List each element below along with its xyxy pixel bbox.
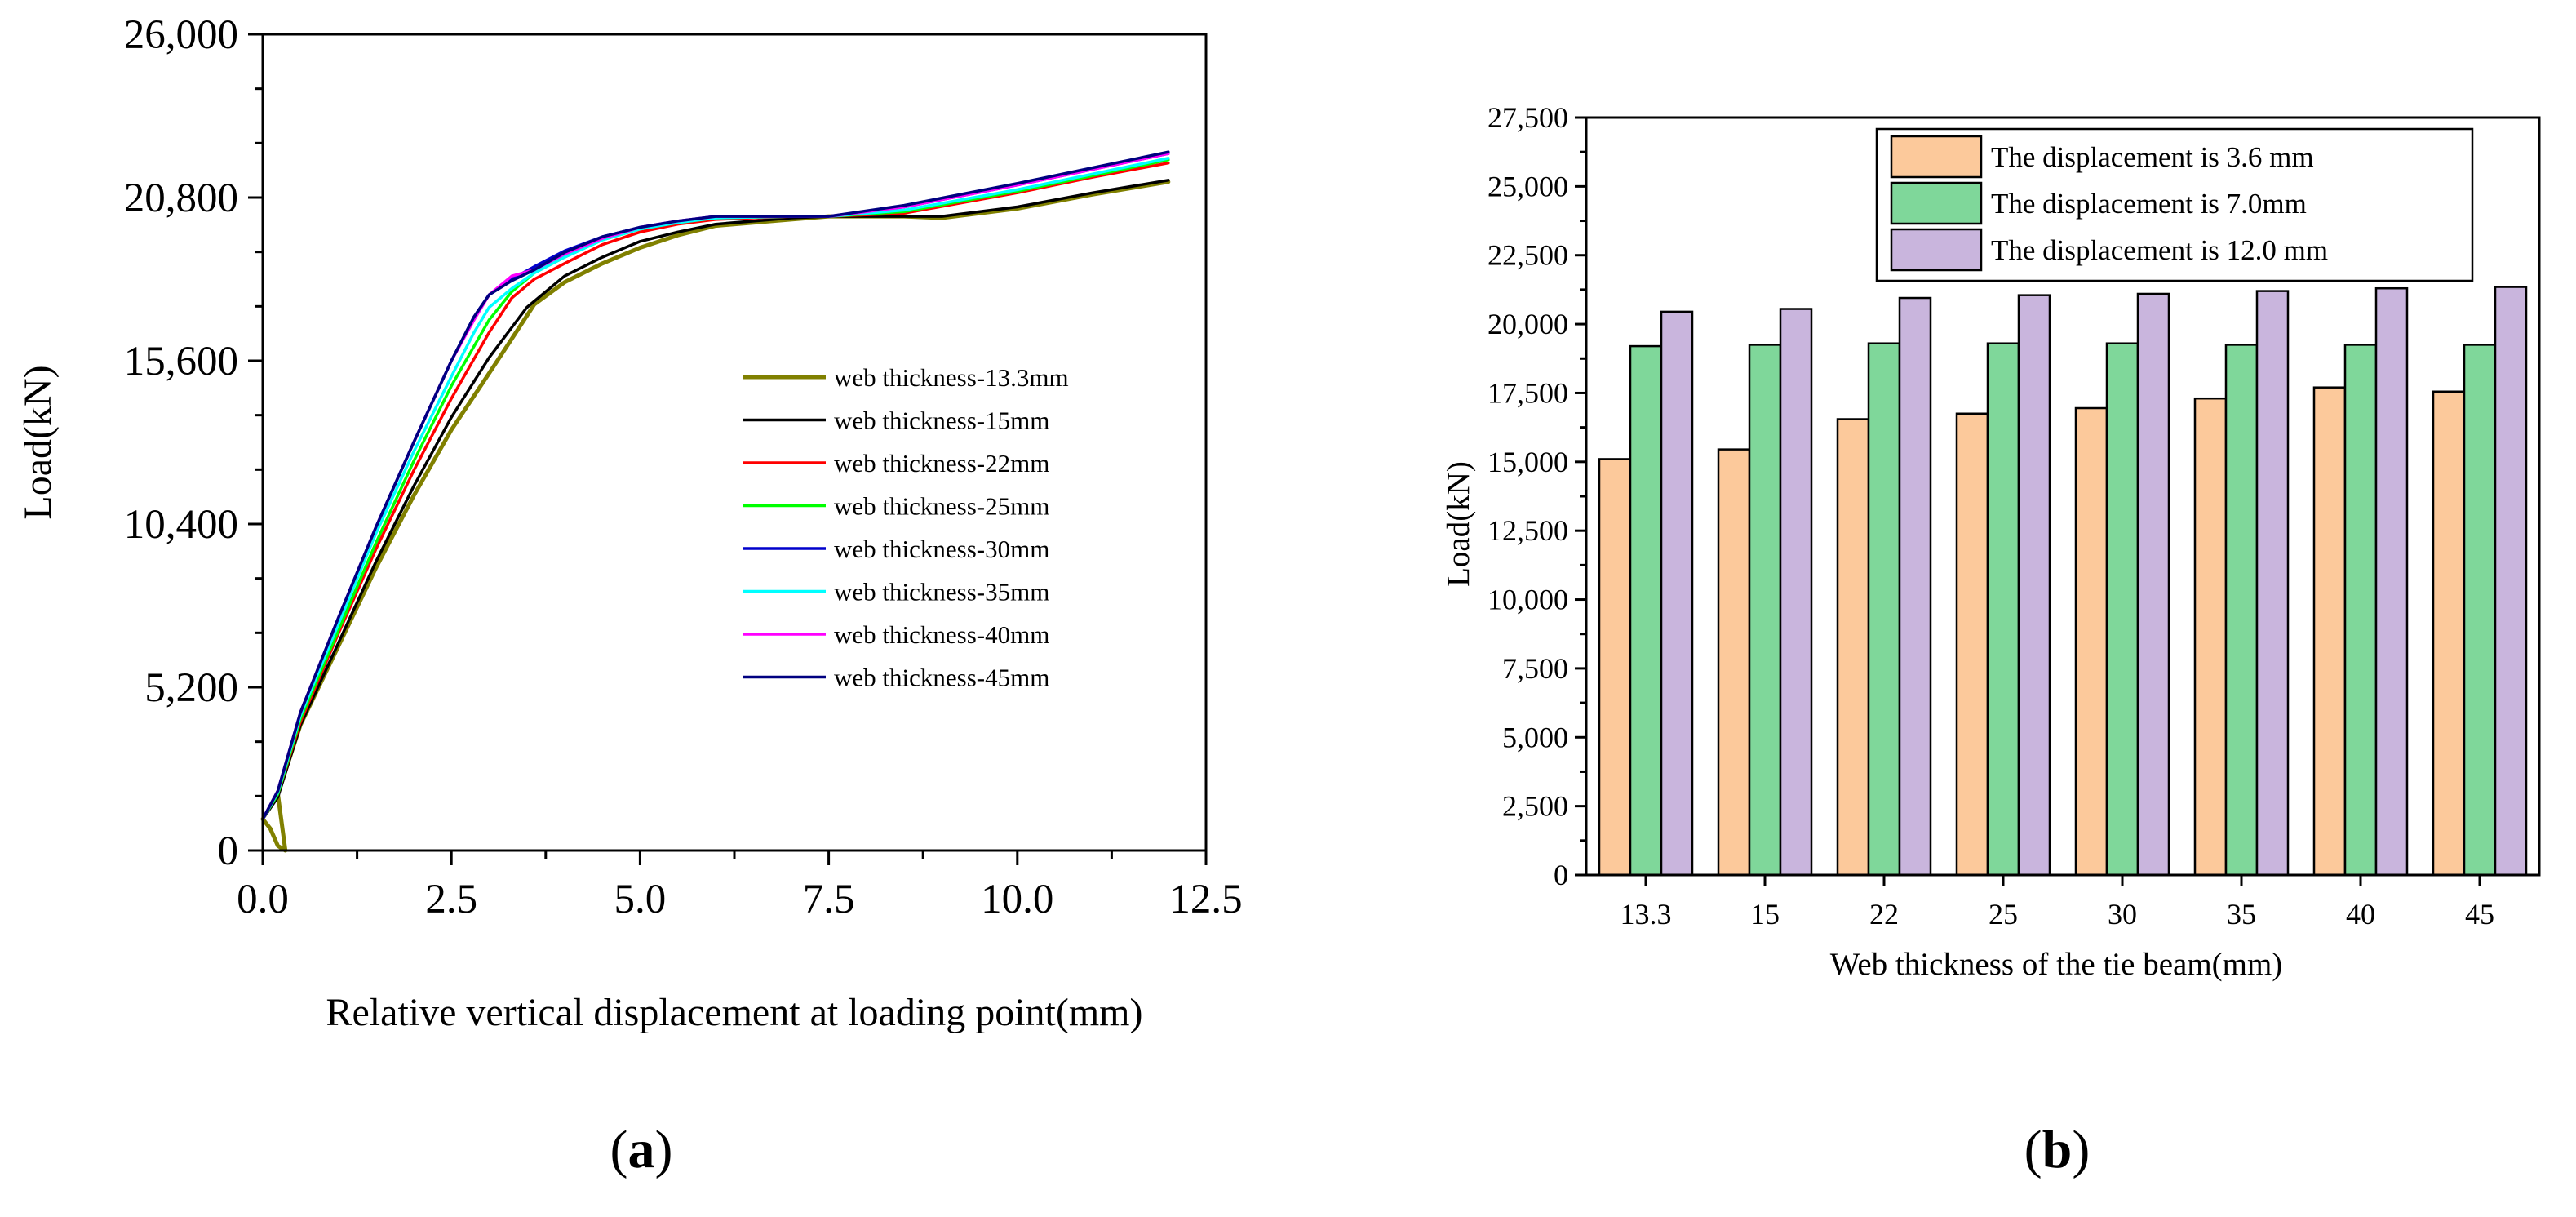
chart-a-y-tick-label: 0 [218, 828, 239, 874]
chart-b-bar-4-1 [2105, 342, 2139, 877]
chart-b-y-tick-label: 17,500 [1488, 376, 1568, 409]
chart-a-legend-label: web thickness-45mm [834, 664, 1049, 692]
chart-a-y-tick-label: 26,000 [124, 12, 238, 58]
chart-a-x-tick-label: 2.5 [425, 877, 477, 922]
chart-b-x-tick-labels: 13.3 15 22 25 30 35 40 45 [1621, 898, 2495, 931]
chart-b-legend-label: The displacement is 12.0 mm [1991, 234, 2328, 266]
chart-a-legend: web thickness-13.3mm web thickness-15mm we… [743, 363, 1069, 692]
chart-a-line-3 [261, 158, 1170, 821]
chart-b-legend-label: The displacement is 7.0mm [1991, 188, 2307, 220]
chart-a-legend-label: web thickness-30mm [834, 535, 1049, 563]
chart-b-y-tick-label: 7,500 [1502, 652, 1568, 685]
panel-a-label: (a) [610, 1120, 673, 1179]
chart-b-bar-4-0 [2074, 406, 2108, 877]
chart-b-y-tick-label: 5,000 [1502, 721, 1568, 753]
chart-b-bar-4-2 [2136, 292, 2170, 877]
chart-a-y-tick-label: 20,800 [124, 175, 238, 221]
chart-b-y-tick-label: 15,000 [1488, 446, 1568, 478]
chart-b-y-tick-label: 2,500 [1502, 790, 1568, 823]
chart-b: 13.3 15 22 25 30 35 40 45 0 2,500 5,000 7,500 10,00… [1441, 101, 2541, 1179]
chart-b-bar-2-0 [1836, 418, 1870, 877]
chart-b-bar-7-2 [2494, 286, 2528, 877]
chart-b-bar-1-1 [1748, 344, 1782, 877]
chart-b-x-tick-label: 22 [1869, 898, 1899, 931]
chart-a-line-7 [261, 150, 1170, 821]
chart-b-bar-3-0 [1955, 412, 1989, 877]
chart-b-y-tick-label: 0 [1554, 859, 1568, 891]
chart-b-y-tick-label: 25,000 [1488, 170, 1568, 202]
chart-a-x-tick-label: 7.5 [803, 877, 855, 922]
chart-b-y-tick-labels: 0 2,500 5,000 7,500 10,000 12,500 15,000 17,500… [1488, 101, 1568, 891]
chart-b-bar-6-1 [2343, 344, 2378, 877]
chart-b-x-tick-label: 13.3 [1621, 898, 1672, 931]
chart-b-x-axis-label: Web thickness of the tie beam(mm) [1830, 947, 2283, 982]
chart-b-legend-swatch-1 [1890, 181, 1983, 225]
chart-b-bar-5-0 [2193, 397, 2228, 877]
chart-b-ticks [1575, 116, 2481, 886]
chart-b-bar-2-2 [1898, 296, 1932, 877]
chart-a-x-tick-label: 0.0 [237, 877, 289, 922]
chart-b-y-tick-label: 10,000 [1488, 584, 1568, 616]
chart-b-legend-swatch-2 [1890, 228, 1983, 272]
chart-a-legend-label: web thickness-25mm [834, 492, 1049, 521]
chart-a-line-1 [261, 179, 1170, 821]
chart-b-bar-3-2 [2017, 294, 2051, 877]
chart-b-bar-1-2 [1779, 308, 1813, 877]
chart-b-bar-6-2 [2374, 286, 2409, 877]
chart-b-bar-7-0 [2432, 390, 2466, 877]
chart-a-legend-label: web thickness-40mm [834, 620, 1049, 649]
chart-b-x-tick-label: 45 [2465, 898, 2494, 931]
chart-a-x-tick-label: 10.0 [981, 877, 1053, 922]
chart-a-line-5 [261, 157, 1170, 821]
chart-b-y-tick-label: 20,000 [1488, 308, 1568, 340]
chart-a: 0.0 2.5 5.0 7.5 10.0 12.5 0 5,200 10,400 15,600 2… [16, 12, 1243, 1179]
chart-b-x-tick-label: 40 [2346, 898, 2375, 931]
chart-a-y-tick-labels: 0 5,200 10,400 15,600 20,800 26,000 [124, 12, 238, 874]
chart-b-bar-3-1 [1986, 342, 2020, 877]
chart-b-y-tick-label: 12,500 [1488, 514, 1568, 547]
chart-b-legend-label: The displacement is 3.6 mm [1991, 141, 2314, 173]
chart-b-y-axis-label: Load(kN) [1441, 461, 1476, 587]
chart-b-y-tick-label: 22,500 [1488, 239, 1568, 272]
chart-b-legend: The displacement is 3.6 mm The displaceme… [1875, 127, 2474, 282]
chart-a-y-axis-label: Load(kN) [16, 365, 60, 519]
chart-a-plot-frame [261, 33, 1208, 852]
chart-a-y-tick-label: 5,200 [144, 665, 238, 711]
chart-a-x-tick-label: 12.5 [1169, 877, 1242, 922]
chart-b-x-tick-label: 15 [1750, 898, 1780, 931]
chart-b-bar-2-1 [1867, 342, 1901, 877]
chart-b-bar-5-2 [2255, 290, 2290, 877]
chart-a-legend-label: web thickness-35mm [834, 578, 1049, 606]
chart-a-legend-label: web thickness-15mm [834, 406, 1049, 435]
chart-b-legend-swatch-0 [1890, 135, 1983, 179]
chart-b-bar-0-0 [1598, 458, 1632, 877]
chart-b-x-tick-label: 30 [2108, 898, 2137, 931]
chart-b-bars [1598, 286, 2528, 877]
chart-b-y-tick-label: 27,500 [1488, 101, 1568, 134]
chart-a-series-lines [260, 150, 1171, 853]
chart-a-x-tick-label: 5.0 [614, 877, 667, 922]
panel-a-letter: a [628, 1120, 655, 1179]
panel-b-label: (b) [2024, 1120, 2091, 1179]
chart-b-x-tick-label: 25 [1989, 898, 2018, 931]
chart-a-legend-label: web thickness-22mm [834, 449, 1049, 477]
chart-b-bar-7-1 [2463, 344, 2497, 877]
chart-b-bar-0-1 [1629, 344, 1663, 877]
chart-b-bar-1-0 [1717, 448, 1751, 877]
chart-a-legend-label: web thickness-13.3mm [834, 363, 1069, 392]
chart-b-bar-0-2 [1660, 310, 1694, 877]
chart-a-ticks [248, 33, 1208, 865]
panel-b-letter: b [2042, 1120, 2073, 1179]
chart-a-x-axis-label: Relative vertical displacement at loadin… [326, 991, 1142, 1034]
chart-b-bar-6-0 [2312, 386, 2347, 877]
chart-b-x-tick-label: 35 [2227, 898, 2256, 931]
chart-a-x-tick-labels: 0.0 2.5 5.0 7.5 10.0 12.5 [237, 877, 1243, 922]
chart-a-y-tick-label: 10,400 [124, 502, 238, 548]
chart-b-bar-5-1 [2224, 344, 2259, 877]
chart-a-y-tick-label: 15,600 [124, 339, 238, 384]
